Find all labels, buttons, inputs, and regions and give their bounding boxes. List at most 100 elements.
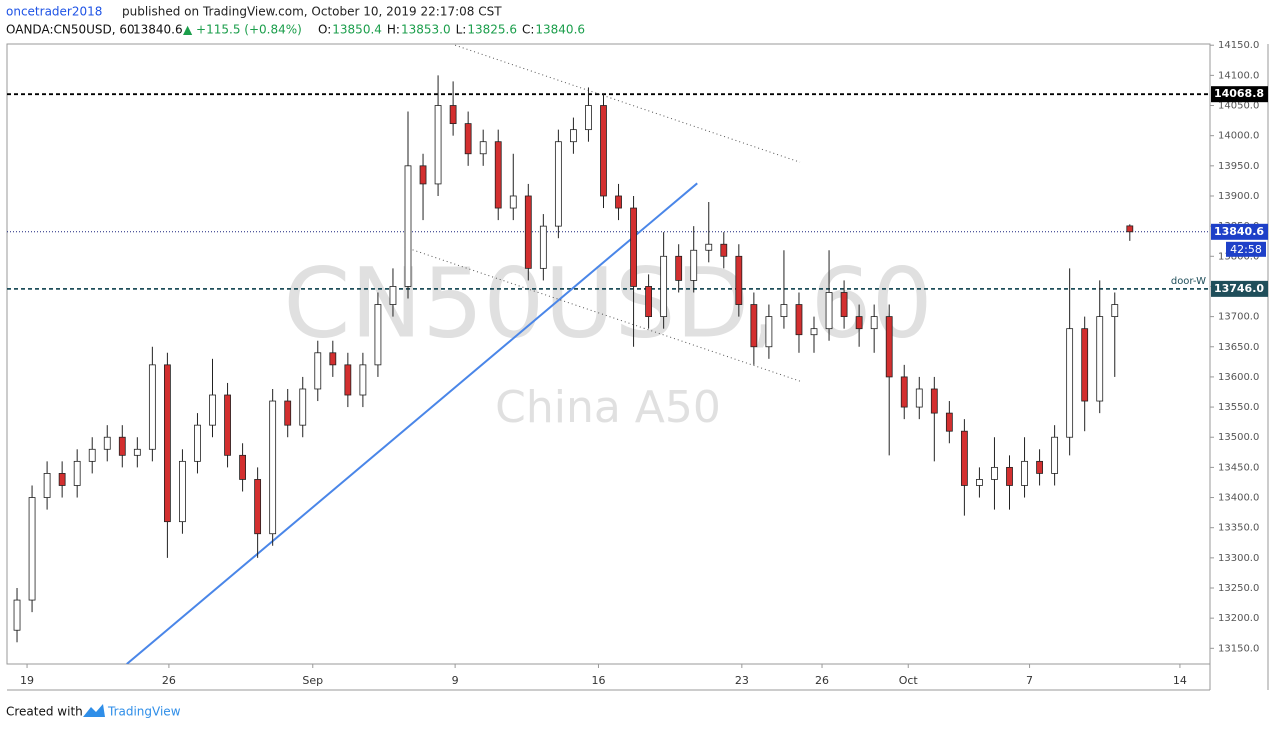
countdown: 42:58 bbox=[1230, 243, 1262, 256]
candle-body bbox=[554, 141, 562, 227]
candle-body bbox=[705, 243, 713, 251]
level-label: 13840.6 bbox=[1214, 225, 1264, 238]
ohlc-value: 13853.0 bbox=[401, 23, 451, 37]
candle-body bbox=[1126, 225, 1134, 233]
y-tick-label: 13900.0 bbox=[1218, 191, 1259, 202]
x-tick-label: 7 bbox=[1026, 674, 1033, 687]
level-label: 14068.8 bbox=[1214, 87, 1264, 100]
y-tick-label: 14100.0 bbox=[1218, 70, 1259, 81]
candle-body bbox=[810, 328, 818, 336]
axis: 14150.0 14100.0 14050.0 14000.0 13950.0 13900… bbox=[20, 40, 1268, 687]
candle-body bbox=[840, 292, 848, 318]
candle-body bbox=[1021, 460, 1028, 486]
candle-body bbox=[750, 304, 758, 348]
ohlc-key: O: bbox=[318, 23, 331, 37]
candle-body bbox=[43, 473, 51, 498]
candle-body bbox=[765, 316, 773, 348]
candle-body bbox=[1096, 316, 1104, 402]
ohlc-value: 13840.6 bbox=[535, 23, 585, 37]
candle-body bbox=[539, 225, 547, 269]
candle-body bbox=[855, 316, 863, 330]
candle-body bbox=[374, 304, 382, 366]
candle-body bbox=[615, 195, 622, 209]
candle-body bbox=[449, 105, 457, 125]
x-tick-label: 9 bbox=[452, 674, 459, 687]
candle-body bbox=[630, 207, 637, 287]
candle-body bbox=[915, 388, 923, 408]
y-tick-label: 13250.0 bbox=[1218, 583, 1259, 594]
candle-body bbox=[13, 599, 21, 631]
candle-body bbox=[464, 123, 472, 155]
footer-brand[interactable]: TradingView bbox=[107, 705, 181, 719]
y-tick-label: 14150.0 bbox=[1218, 40, 1259, 51]
candle-body bbox=[299, 388, 307, 426]
candle-body bbox=[600, 105, 607, 197]
candle-body bbox=[1111, 304, 1119, 318]
candle-body bbox=[209, 394, 216, 426]
candle-body bbox=[389, 286, 397, 305]
candle-body bbox=[194, 424, 201, 462]
y-tick-label: 13500.0 bbox=[1218, 432, 1259, 443]
candle-body bbox=[524, 195, 532, 269]
candle-body bbox=[1066, 328, 1074, 438]
candle-body bbox=[870, 316, 878, 330]
candle-body bbox=[314, 352, 322, 390]
candle-body bbox=[239, 454, 246, 480]
candle-body bbox=[419, 165, 427, 185]
candle-body bbox=[660, 255, 668, 318]
author[interactable]: oncetrader2018 bbox=[6, 5, 102, 19]
candle-body bbox=[1006, 466, 1013, 486]
candle-body bbox=[570, 129, 577, 143]
ohlc-value: 13850.4 bbox=[332, 23, 382, 37]
candle-body bbox=[163, 364, 171, 523]
candle-body bbox=[720, 243, 728, 257]
candle-body bbox=[224, 394, 231, 456]
candle-body bbox=[284, 400, 292, 426]
y-tick-label: 14050.0 bbox=[1218, 101, 1259, 112]
candle-body bbox=[780, 304, 788, 318]
level-label: 13746.0 bbox=[1214, 282, 1264, 295]
candle-body bbox=[585, 105, 592, 131]
candle-body bbox=[28, 497, 36, 601]
ohlc-key: C: bbox=[522, 23, 534, 37]
y-tick-label: 13550.0 bbox=[1218, 402, 1259, 413]
candle-body bbox=[690, 249, 698, 281]
ohlc-key: L: bbox=[456, 23, 467, 37]
y-tick-label: 13650.0 bbox=[1218, 342, 1259, 353]
published: published on TradingView.com, October 10… bbox=[122, 5, 502, 19]
candle-body bbox=[1036, 460, 1043, 474]
ohlc-value: 13825.6 bbox=[467, 23, 517, 37]
logo bbox=[83, 704, 105, 717]
candle-body bbox=[88, 448, 96, 462]
candle-body bbox=[479, 141, 487, 155]
y-tick-label: 13450.0 bbox=[1218, 462, 1259, 473]
x-tick-label: 26 bbox=[815, 674, 829, 687]
candle-body bbox=[885, 316, 893, 378]
candle-body bbox=[179, 460, 186, 523]
ohlc-key: H: bbox=[387, 23, 400, 37]
candle-body bbox=[675, 255, 683, 281]
candle-body bbox=[133, 448, 141, 456]
x-tick-label: 16 bbox=[591, 674, 605, 687]
level-note: door-W bbox=[1171, 276, 1206, 287]
last-price: 13840.6 bbox=[133, 23, 183, 37]
candle-body bbox=[329, 352, 337, 366]
y-tick-label: 13400.0 bbox=[1218, 493, 1259, 504]
footer-text: Created with bbox=[6, 705, 83, 719]
candle-body bbox=[795, 304, 803, 336]
countdown-badge bbox=[1226, 241, 1266, 257]
candle-body bbox=[254, 479, 262, 535]
candle-body bbox=[976, 479, 983, 486]
candle-body bbox=[58, 473, 66, 486]
candle-body bbox=[1051, 436, 1059, 474]
candle-body bbox=[825, 292, 833, 330]
y-tick-label: 13300.0 bbox=[1218, 553, 1259, 564]
candle-body bbox=[900, 376, 908, 408]
candle-body bbox=[645, 286, 652, 318]
level-badge bbox=[1211, 86, 1268, 103]
candle-body bbox=[1081, 328, 1089, 402]
watermark-sub: China A50 bbox=[495, 382, 721, 433]
candle-body bbox=[434, 105, 442, 185]
y-tick-label: 13700.0 bbox=[1218, 312, 1259, 323]
